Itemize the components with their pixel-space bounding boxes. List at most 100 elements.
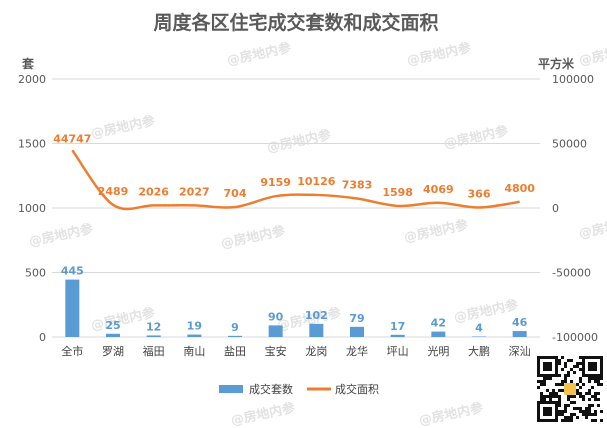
qr-module <box>579 410 582 413</box>
qr-module <box>543 377 546 380</box>
qr-module <box>564 407 567 410</box>
left-tick-label: 1500 <box>18 138 46 151</box>
qr-module <box>591 404 594 407</box>
qr-module <box>564 365 567 368</box>
qr-module <box>564 362 567 365</box>
qr-module <box>594 413 597 416</box>
line-value-label: 10126 <box>297 175 336 188</box>
bar-value-label: 102 <box>305 309 328 322</box>
chart-title: 周度各区住宅成交套数和成交面积 <box>153 11 438 34</box>
qr-module <box>558 374 561 377</box>
area-line <box>71 149 520 211</box>
qr-module <box>573 365 576 368</box>
qr-module <box>549 395 552 398</box>
qr-module <box>582 383 585 386</box>
qr-module <box>561 368 564 371</box>
bar-data-labels: 445 25 12 19 9 90 102 79 17 42 4 46 <box>61 265 528 335</box>
qr-module <box>540 398 543 401</box>
watermark-text: @房地内参 <box>226 40 294 69</box>
qr-module <box>594 398 597 401</box>
legend-swatch-bar <box>219 385 243 393</box>
watermark-text: @房地内参 <box>403 217 471 246</box>
category-label: 深汕 <box>509 345 531 358</box>
category-label: 全市 <box>61 344 83 358</box>
qr-module <box>576 383 579 386</box>
bar-value-label: 4 <box>475 321 483 334</box>
qr-module <box>588 404 591 407</box>
qr-module <box>594 410 597 413</box>
qr-module <box>558 401 561 404</box>
qr-module <box>543 395 546 398</box>
qr-module <box>537 386 540 389</box>
watermark-text: @房地内参 <box>266 127 334 156</box>
qr-module <box>576 392 579 395</box>
qr-module <box>570 395 573 398</box>
category-label: 光明 <box>427 344 449 358</box>
qr-module <box>564 416 567 419</box>
category-label: 宝安 <box>265 344 287 358</box>
bar-value-label: 42 <box>431 317 446 330</box>
qr-module <box>570 380 573 383</box>
qr-module <box>549 377 552 380</box>
qr-module <box>591 377 594 380</box>
watermark-text: @房地内参 <box>406 40 474 69</box>
qr-module <box>579 395 582 398</box>
line-value-label: 2489 <box>98 185 129 198</box>
line-value-label: 704 <box>224 187 247 200</box>
qr-module <box>588 413 591 416</box>
qr-module <box>564 410 567 413</box>
qr-module <box>597 398 600 401</box>
bar-value-label: 445 <box>61 265 84 278</box>
qr-module <box>594 377 597 380</box>
qr-module <box>588 407 591 410</box>
qr-module <box>561 389 564 392</box>
category-labels: 全市 罗湖 福田 南山 盐田 宝安 龙岗 龙华 坪山 光明 大鹏 深汕 <box>61 344 530 358</box>
qr-module <box>594 380 597 383</box>
qr-module <box>558 398 561 401</box>
left-axis-ticks: 0 500 1000 1500 2000 <box>18 73 46 344</box>
qr-module <box>600 419 603 422</box>
qr-module <box>579 386 582 389</box>
qr-module <box>579 377 582 380</box>
qr-module <box>558 383 561 386</box>
qr-module <box>555 395 558 398</box>
right-tick-label: 100000 <box>552 73 594 86</box>
legend-label-line: 成交面积 <box>335 382 379 396</box>
bar <box>65 279 80 337</box>
bar <box>390 334 405 337</box>
qr-module <box>570 419 573 422</box>
qr-module <box>567 416 570 419</box>
qr-module <box>591 395 594 398</box>
qr-module <box>576 389 579 392</box>
watermark-text: @房地内参 <box>90 113 158 142</box>
qr-module <box>540 395 543 398</box>
qr-module <box>597 404 600 407</box>
bar <box>512 331 527 337</box>
qr-module <box>582 413 585 416</box>
qr-module <box>549 398 552 401</box>
qr-module <box>564 374 567 377</box>
qr-module <box>588 389 591 392</box>
qr-module <box>570 401 573 404</box>
qr-module <box>579 380 582 383</box>
qr-module <box>537 380 540 383</box>
bar-value-label: 17 <box>390 320 405 333</box>
qr-module <box>561 410 564 413</box>
bar-value-label: 25 <box>105 319 120 332</box>
qr-module <box>588 398 591 401</box>
qr-module <box>576 365 579 368</box>
watermark-text: @房地内参 <box>220 223 288 252</box>
category-label: 龙岗 <box>305 345 327 358</box>
qr-module <box>558 389 561 392</box>
line-value-label: 44747 <box>53 132 91 145</box>
watermark-text: @房地内参 <box>578 213 607 242</box>
qr-module <box>579 407 582 410</box>
qr-module <box>570 359 573 362</box>
qr-module <box>573 371 576 374</box>
line-value-label: 366 <box>468 188 491 201</box>
left-tick-label: 1000 <box>18 202 46 215</box>
right-axis-ticks: -100000 -50000 0 50000 100000 <box>552 73 598 344</box>
line-value-label: 2026 <box>138 185 169 198</box>
qr-module <box>546 395 549 398</box>
